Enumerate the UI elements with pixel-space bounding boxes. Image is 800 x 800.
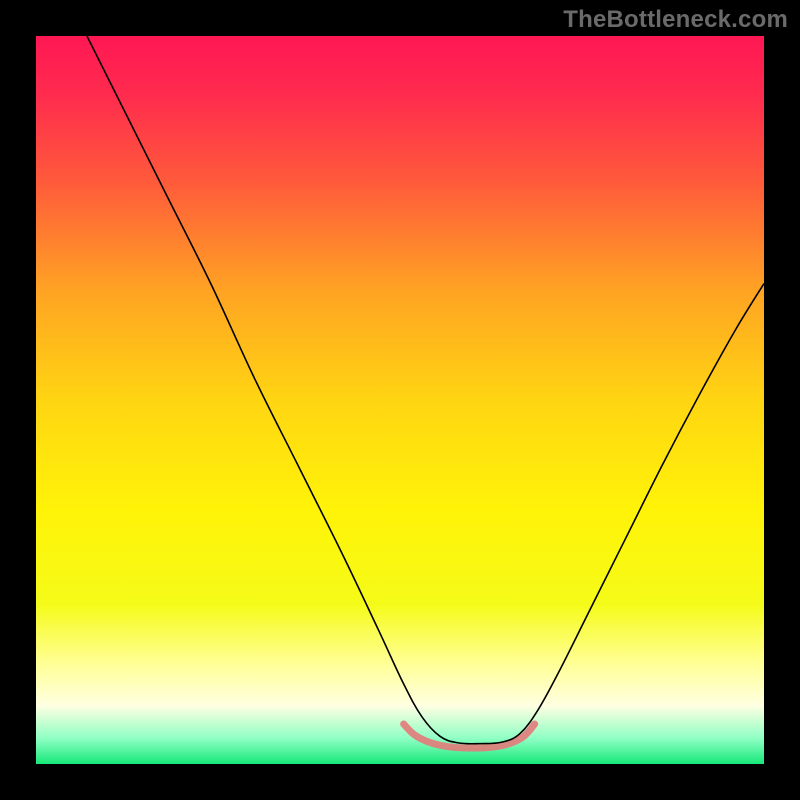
plot-area xyxy=(36,36,764,764)
watermark-text: TheBottleneck.com xyxy=(563,6,788,34)
bottleneck-curve-chart xyxy=(36,36,764,764)
chart-frame: TheBottleneck.com xyxy=(0,0,800,800)
gradient-background xyxy=(36,36,764,764)
